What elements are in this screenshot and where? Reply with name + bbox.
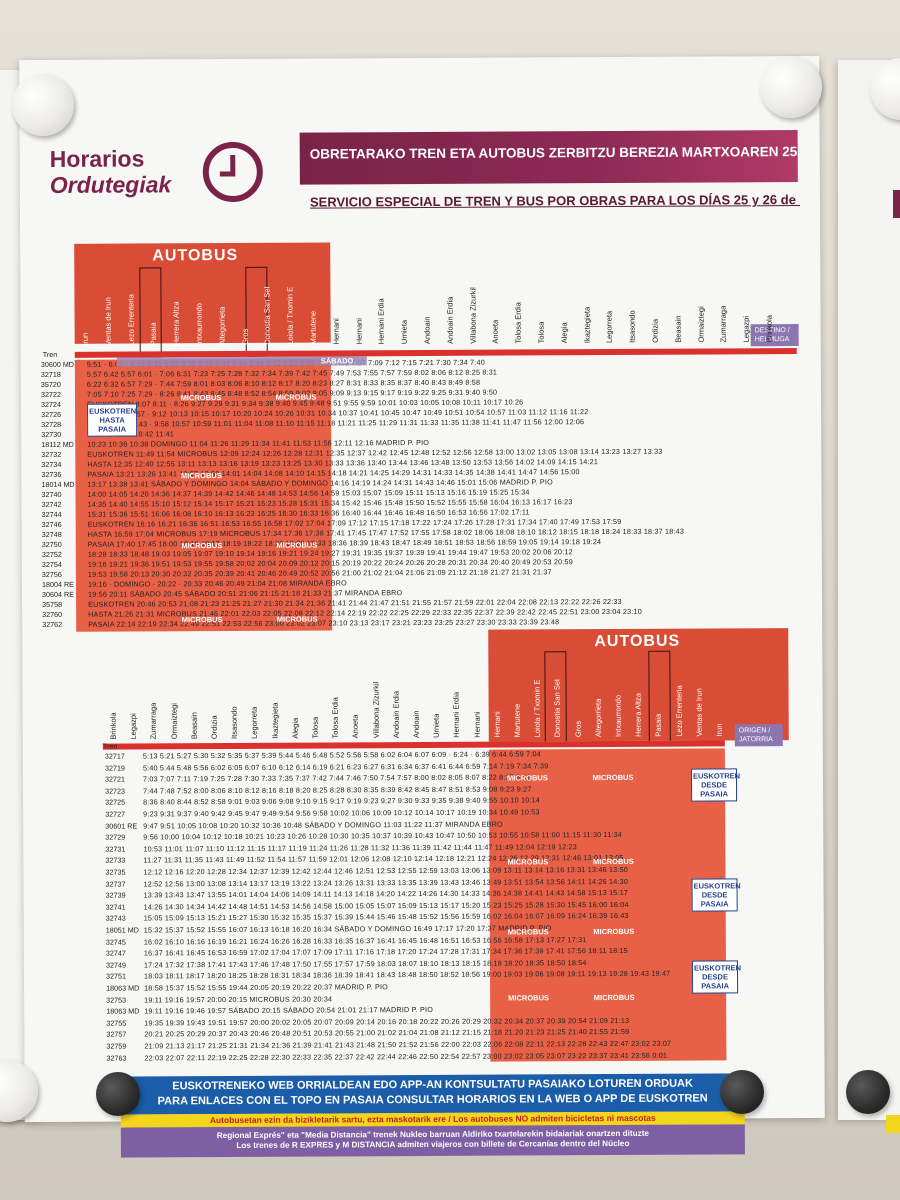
station-header: Alegia <box>290 717 300 739</box>
microbus-zone-b4: MICROBUS <box>592 856 634 867</box>
inbound-timetable: AUTOBUS ORIGEN / JATORRIA Tren Brinkola L… <box>19 56 824 1070</box>
euskotren-word-b: EUSKOTREN <box>692 771 741 781</box>
station-header: Andoain Erdia <box>391 690 401 739</box>
footer-blue-line-es: PARA ENLACES CON EL TOPO EN PASAIA CONSU… <box>157 1092 708 1108</box>
train-label-bottom: Tren <box>102 741 118 751</box>
microbus-zone-b2: MICROBUS <box>592 772 634 783</box>
train-number: 32735 <box>105 867 126 877</box>
magnet-top-left <box>12 74 74 136</box>
footer-euskotren-notice: EUSKOTRENEKO WEB ORRIALDEAN EDO APP-AN K… <box>120 1073 745 1115</box>
station-header: Herrera Altza <box>633 693 643 737</box>
microbus-zone-b5: MICROBUS <box>507 927 549 937</box>
train-number: 18051 MD <box>105 925 139 935</box>
station-header: Zumarraga <box>148 702 159 740</box>
timetable-poster: Horarios Ordutegiak OBRETARAKO TREN ETA … <box>19 55 825 1158</box>
station-header: Legazpi <box>128 713 138 740</box>
magnet-bottom-far-right <box>846 1070 890 1114</box>
magnet-top-right <box>760 56 822 118</box>
station-header: Tolosa Erdia <box>330 697 340 739</box>
train-number: 32723 <box>105 786 126 796</box>
station-header: Brinkola <box>108 712 118 740</box>
train-number: 32733 <box>105 855 126 866</box>
adjacent-poster-right <box>838 60 900 1133</box>
pasaia-word-b3: PASAIA <box>701 981 729 991</box>
train-number: 32759 <box>106 1041 127 1051</box>
microbus-zone-b3: MICROBUS <box>507 857 549 867</box>
footer-ticket-notice: Regional Exprés" eta "Media Distancia" t… <box>120 1124 745 1158</box>
train-number: 32737 <box>105 879 126 889</box>
train-number: 32739 <box>105 890 126 900</box>
station-header: Ventas de Irun <box>694 688 704 737</box>
station-header: Anoeta <box>351 714 361 739</box>
station-header: Altegorrieta <box>593 698 603 738</box>
train-number: 32749 <box>105 960 126 970</box>
train-number: 30601 RE <box>105 821 138 831</box>
train-number: 32721 <box>104 774 126 784</box>
train-number: 32717 <box>104 751 125 761</box>
station-header: Hernani <box>472 711 482 738</box>
bus-label-bottom: AUTOBUS <box>594 632 681 651</box>
desde-word: DESDE <box>701 780 727 790</box>
station-header: Intxaurrondo <box>613 694 623 737</box>
station-header: Hernani <box>492 711 502 738</box>
train-number: 32747 <box>105 948 126 958</box>
station-header: Legorreta <box>250 706 260 739</box>
adjacent-poster-brand-tab <box>893 190 900 218</box>
station-header: Donostia San Sebastian <box>552 679 563 738</box>
train-number: 32755 <box>106 1018 127 1028</box>
desde-word-b3: DESDE <box>702 972 728 982</box>
euskotren-word-b2: EUSKOTREN <box>693 881 741 891</box>
microbus-zone-b8: MICROBUS <box>593 992 635 1003</box>
station-header: Ordizia <box>209 715 219 740</box>
pasaia-word-b2: PASAIA <box>700 899 729 909</box>
station-header: Martutene <box>512 703 522 738</box>
train-number: 32745 <box>105 937 126 947</box>
station-header: Loiola / Txomin Enea <box>532 679 542 738</box>
station-header: Andoain <box>411 710 421 739</box>
train-number: 32753 <box>106 995 127 1005</box>
train-number: 18063 MD <box>106 1006 140 1016</box>
euskotren-desde-pasaia-2: EUSKOTREN DESDE PASAIA <box>691 878 741 912</box>
train-number: 32763 <box>106 1053 127 1063</box>
train-number: 32727 <box>105 809 126 819</box>
euskotren-desde-pasaia-1: EUSKOTREN DESDE PASAIA <box>690 768 741 802</box>
train-number: 32743 <box>105 913 126 924</box>
euskotren-desde-pasaia-3: EUSKOTREN DESDE PASAIA <box>691 960 742 994</box>
train-number: 32729 <box>105 832 126 842</box>
station-header: Hernani Erdia <box>451 691 462 738</box>
train-number: 32725 <box>105 797 126 808</box>
train-number: 32731 <box>105 844 126 854</box>
euskotren-word-b3: EUSKOTREN <box>693 963 742 973</box>
microbus-zone-b1: MICROBUS <box>506 773 548 783</box>
train-number: 32757 <box>106 1029 127 1040</box>
station-header: Lezo Errenteria <box>674 685 684 737</box>
station-header: Gros <box>573 720 583 738</box>
microbus-zone-b7: MICROBUS <box>508 993 550 1003</box>
station-header: Tolosa <box>310 716 320 739</box>
footer-purple-line-es: Los trenes de R EXPRES y M DISTANCIA adm… <box>236 1138 630 1150</box>
station-header: Beasain <box>189 712 199 740</box>
station-header: Urnieta <box>431 713 441 738</box>
station-header: Ormaiztegi <box>169 703 179 740</box>
station-header: Pasaia <box>654 713 664 737</box>
train-number: 32719 <box>104 763 125 773</box>
microbus-zone-b6: MICROBUS <box>593 926 635 937</box>
adjacent-poster-yellow-strip <box>886 1115 900 1133</box>
pasaia-word-b: PASAIA <box>700 789 728 799</box>
station-header: Irun <box>714 723 724 737</box>
station-header: Itsasondo <box>229 706 239 740</box>
origin-tag: ORIGEN / JATORRIA <box>734 724 783 747</box>
clock-icon <box>202 141 263 202</box>
magnet-bottom-right <box>720 1070 764 1114</box>
desde-word-b2: DESDE <box>701 890 728 900</box>
train-number: 32751 <box>106 971 127 982</box>
station-header: Ikaztegieta <box>270 702 280 739</box>
magnet-bottom-left <box>96 1072 140 1116</box>
train-number: 32741 <box>105 902 126 912</box>
station-header: Villabona Zizurkil <box>371 681 381 739</box>
train-number: 18063 MD <box>106 983 140 993</box>
